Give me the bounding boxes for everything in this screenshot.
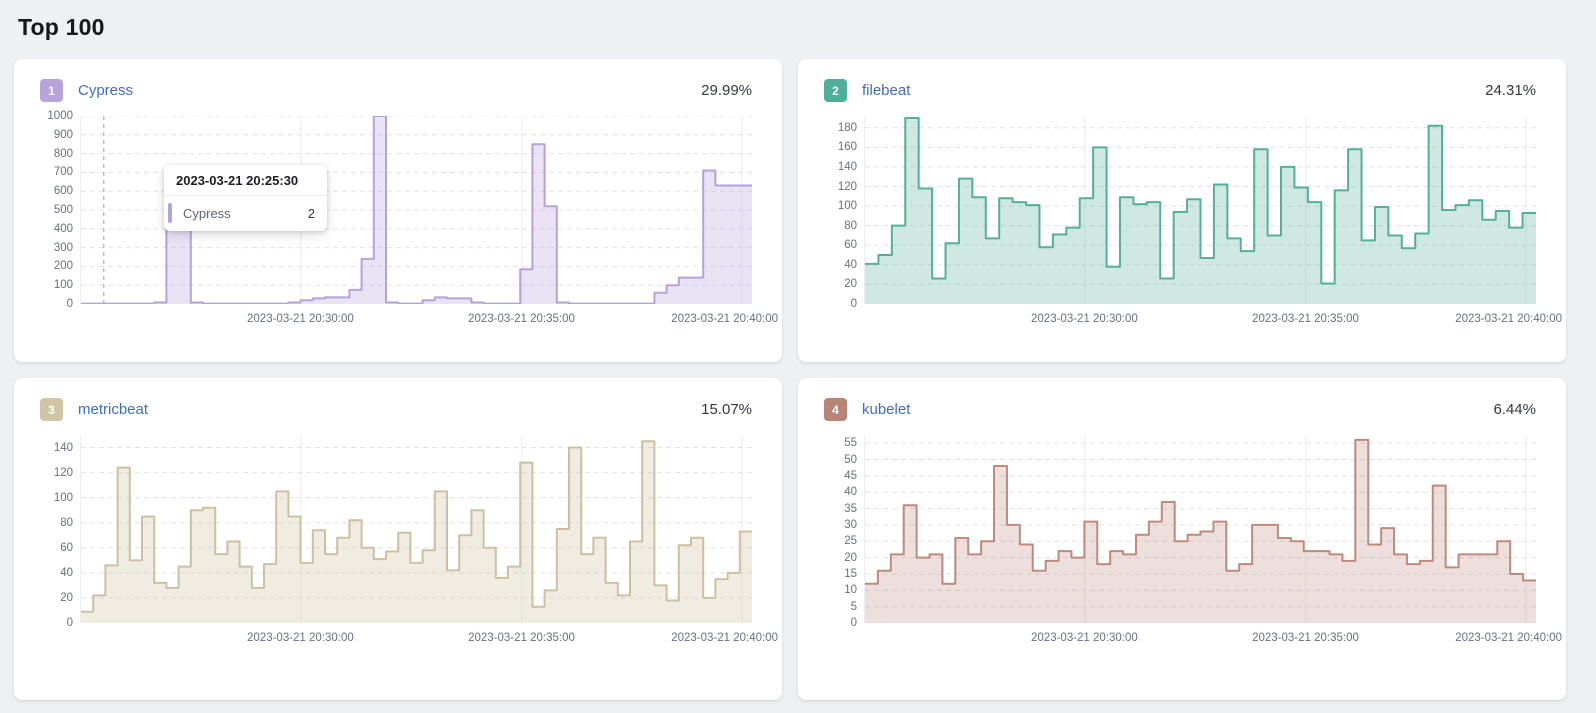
y-tick-label: 700 (53, 166, 73, 179)
rank-badge: 1 (40, 79, 63, 102)
y-tick-label: 15 (844, 568, 857, 580)
chart-plot-area[interactable] (864, 435, 1536, 623)
card-header: 1 Cypress 29.99% (40, 79, 752, 102)
x-axis: 2023-03-21 20:30:00 2023-03-21 20:35:00 20… (864, 304, 1562, 330)
y-tick-label: 100 (53, 491, 73, 504)
x-tick-label: 2023-03-21 20:40:00 (1455, 313, 1562, 325)
card-header: 3 metricbeat 15.07% (40, 398, 752, 421)
y-tick-label: 50 (844, 453, 857, 466)
x-tick-label: 2023-03-21 20:30:00 (247, 313, 354, 325)
y-tick-label: 40 (844, 258, 857, 271)
y-tick-label: 20 (60, 591, 73, 604)
y-tick-label: 20 (844, 278, 857, 291)
y-tick-label: 0 (66, 298, 73, 310)
series-link-metricbeat[interactable]: metricbeat (78, 401, 149, 418)
y-tick-label: 600 (53, 185, 73, 198)
series-link-cypress[interactable]: Cypress (78, 82, 134, 99)
series-link-kubelet[interactable]: kubelet (862, 401, 911, 418)
y-tick-label: 120 (837, 180, 857, 193)
y-tick-label: 40 (844, 486, 857, 499)
y-tick-label: 60 (844, 239, 857, 252)
chart-plot-area[interactable]: 2023-03-21 20:25:30 Cypress 2 (80, 116, 752, 304)
x-tick-label: 2023-03-21 20:35:00 (468, 632, 575, 644)
x-axis: 2023-03-21 20:30:00 2023-03-21 20:35:00 20… (80, 623, 778, 649)
y-tick-label: 500 (53, 204, 73, 216)
y-tick-label: 80 (60, 516, 73, 529)
card-header: 2 filebeat 24.31% (824, 79, 1536, 102)
y-tick-label: 800 (53, 147, 73, 160)
y-tick-label: 140 (53, 441, 73, 454)
y-axis: 0 5 10 15 20 25 30 35 40 45 50 55 (824, 435, 864, 649)
chart-plot-area[interactable] (864, 116, 1536, 304)
y-tick-label: 300 (53, 241, 73, 254)
y-tick-label: 5 (850, 600, 857, 613)
y-tick-label: 0 (850, 298, 857, 310)
chart-card-metricbeat: 3 metricbeat 15.07% 0 20 40 60 80 100 120 140 2… (14, 378, 782, 700)
y-tick-label: 55 (844, 437, 857, 450)
y-tick-label: 35 (844, 502, 857, 515)
series-link-filebeat[interactable]: filebeat (862, 82, 911, 99)
chart-card-filebeat: 2 filebeat 24.31% 0 20 40 60 80 100 120 140 160 1… (798, 59, 1566, 362)
y-tick-label: 200 (53, 260, 73, 273)
x-tick-label: 2023-03-21 20:30:00 (1031, 313, 1138, 325)
series-color-chip (168, 203, 172, 223)
y-tick-label: 100 (53, 279, 73, 292)
y-tick-label: 160 (837, 141, 857, 154)
chart-card-kubelet: 4 kubelet 6.44% 0 5 10 15 20 25 30 35 40 45 50 55 2… (798, 378, 1566, 700)
tooltip-series-name: Cypress (183, 205, 231, 221)
step-area-chart[interactable]: 0 5 10 15 20 25 30 35 40 45 50 55 2023-03-21 20:30:… (824, 435, 1562, 649)
percent-value: 24.31% (1485, 82, 1536, 99)
step-area-chart[interactable]: 0 100 200 300 400 500 600 700 800 900 1000 2023-03… (40, 110, 778, 330)
percent-value: 6.44% (1493, 401, 1536, 418)
y-tick-label: 1000 (47, 110, 73, 122)
y-tick-label: 0 (66, 617, 73, 629)
y-tick-label: 0 (850, 617, 857, 629)
tooltip-timestamp: 2023-03-21 20:25:30 (164, 165, 327, 196)
tooltip-series-value: 2 (307, 205, 315, 221)
y-axis: 0 100 200 300 400 500 600 700 800 900 1000 (40, 110, 80, 330)
x-tick-label: 2023-03-21 20:40:00 (671, 632, 778, 644)
y-tick-label: 180 (837, 121, 857, 134)
y-tick-label: 20 (844, 551, 857, 564)
chart-card-cypress: 1 Cypress 29.99% 0 100 200 300 400 500 600 700 8… (14, 59, 782, 362)
x-tick-label: 2023-03-21 20:30:00 (247, 632, 354, 644)
tooltip-series-row: Cypress 2 (164, 196, 327, 231)
step-area-chart[interactable]: 0 20 40 60 80 100 120 140 2023-03-21 20:30:00 20… (40, 435, 778, 649)
y-tick-label: 25 (844, 535, 857, 548)
rank-badge: 3 (40, 398, 63, 421)
y-tick-label: 140 (837, 160, 857, 173)
y-tick-label: 30 (844, 518, 857, 531)
chart-plot-area[interactable] (80, 435, 752, 623)
x-tick-label: 2023-03-21 20:35:00 (1252, 632, 1359, 644)
x-tick-label: 2023-03-21 20:35:00 (1252, 313, 1359, 325)
step-area-chart[interactable]: 0 20 40 60 80 100 120 140 160 180 2023-03-21 20:3… (824, 116, 1562, 330)
rank-badge: 2 (824, 79, 847, 102)
y-tick-label: 10 (844, 584, 857, 597)
y-tick-label: 45 (844, 469, 857, 482)
y-axis: 0 20 40 60 80 100 120 140 160 180 (824, 116, 864, 330)
x-tick-label: 2023-03-21 20:40:00 (671, 313, 778, 325)
x-axis: 2023-03-21 20:30:00 2023-03-21 20:35:00 20… (864, 623, 1562, 649)
y-axis: 0 20 40 60 80 100 120 140 (40, 435, 80, 649)
y-tick-label: 900 (53, 128, 73, 141)
chart-tooltip: 2023-03-21 20:25:30 Cypress 2 (164, 165, 327, 231)
y-tick-label: 80 (844, 219, 857, 232)
y-tick-label: 40 (60, 566, 73, 579)
y-tick-label: 120 (53, 466, 73, 479)
percent-value: 15.07% (701, 401, 752, 418)
x-axis: 2023-03-21 20:30:00 2023-03-21 20:35:00 20… (80, 304, 778, 330)
page-title: Top 100 (18, 14, 105, 40)
x-tick-label: 2023-03-21 20:35:00 (468, 313, 575, 325)
cards-grid: 1 Cypress 29.99% 0 100 200 300 400 500 600 700 8… (14, 59, 1566, 700)
y-tick-label: 100 (837, 200, 857, 213)
x-tick-label: 2023-03-21 20:30:00 (1031, 632, 1138, 644)
y-tick-label: 60 (60, 541, 73, 554)
x-tick-label: 2023-03-21 20:40:00 (1455, 632, 1562, 644)
y-tick-label: 400 (53, 222, 73, 235)
card-header: 4 kubelet 6.44% (824, 398, 1536, 421)
percent-value: 29.99% (701, 82, 752, 99)
rank-badge: 4 (824, 398, 847, 421)
